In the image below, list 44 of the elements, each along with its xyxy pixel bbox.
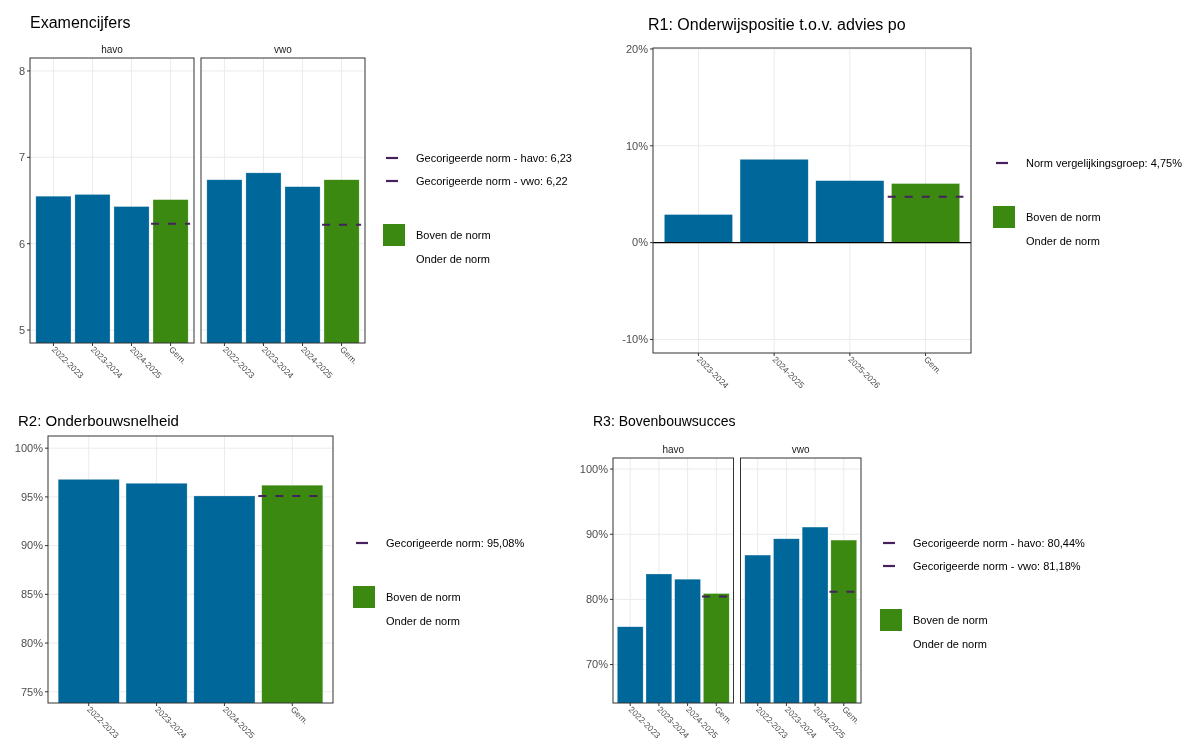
legend-label: Norm vergelijkingsgroep: 4,75% bbox=[1026, 156, 1183, 169]
chart-subtitle: vwo bbox=[274, 44, 293, 55]
text: Onder de norm bbox=[1026, 234, 1100, 247]
y-tick-label: 90% bbox=[20, 539, 44, 552]
text: Onder de norm bbox=[386, 614, 460, 627]
legend-label: Boven de norm bbox=[416, 228, 491, 241]
y-tick-label: 100% bbox=[579, 462, 609, 475]
y-tick-label: 0% bbox=[632, 236, 649, 249]
chart-subtitle: havo bbox=[662, 444, 685, 455]
bar bbox=[891, 183, 960, 243]
y-tick-label: 8 bbox=[18, 64, 25, 77]
y-tick-label: -10% bbox=[622, 333, 649, 346]
y-tick-label: 5 bbox=[18, 323, 25, 336]
chart-title: R3: Bovenbouwsucces bbox=[593, 413, 736, 429]
legend-label: Gecorigeerde norm - vwo: 6,22 bbox=[416, 174, 568, 187]
bar bbox=[815, 180, 885, 243]
y-tick-label: 6 bbox=[18, 237, 25, 250]
legend-label: Boven de norm bbox=[913, 613, 988, 626]
legend-label: Gecorigeerde norm - vwo: 81,18% bbox=[913, 559, 1081, 572]
y-tick-label: 100% bbox=[14, 442, 44, 455]
bar bbox=[664, 214, 733, 243]
legend-label: Boven de norm bbox=[386, 590, 461, 603]
legend-label: Boven de norm bbox=[1026, 210, 1101, 223]
y-tick-label: 80% bbox=[20, 636, 44, 649]
y-tick-label: 7 bbox=[18, 151, 25, 164]
chart-subtitle: havo bbox=[101, 44, 124, 55]
y-tick-label: 20% bbox=[625, 42, 649, 55]
y-tick-label: 75% bbox=[20, 685, 44, 698]
y-tick-label: 85% bbox=[20, 588, 44, 601]
text: Onder de norm bbox=[913, 637, 987, 650]
bar bbox=[739, 159, 809, 243]
legend-label: Gecorigeerde norm - havo: 80,44% bbox=[913, 536, 1086, 549]
chart-title: Examencijfers bbox=[30, 14, 131, 31]
chart-title: R2: Onderbouwsnelheid bbox=[18, 412, 179, 429]
y-tick-label: 70% bbox=[585, 658, 609, 671]
y-tick-label: 90% bbox=[585, 528, 609, 541]
legend-label: Gecorigeerde norm - havo: 6,23 bbox=[416, 151, 572, 164]
chart-subtitle: vwo bbox=[791, 444, 811, 455]
y-tick-label: 10% bbox=[625, 139, 649, 152]
text: Onder de norm bbox=[416, 252, 490, 265]
y-tick-label: 95% bbox=[20, 490, 44, 503]
chart-title: R1: Onderwijspositie t.o.v. advies po bbox=[648, 16, 906, 33]
y-tick-label: 80% bbox=[585, 593, 609, 606]
legend-label: Gecorigeerde norm: 95,08% bbox=[386, 536, 525, 549]
